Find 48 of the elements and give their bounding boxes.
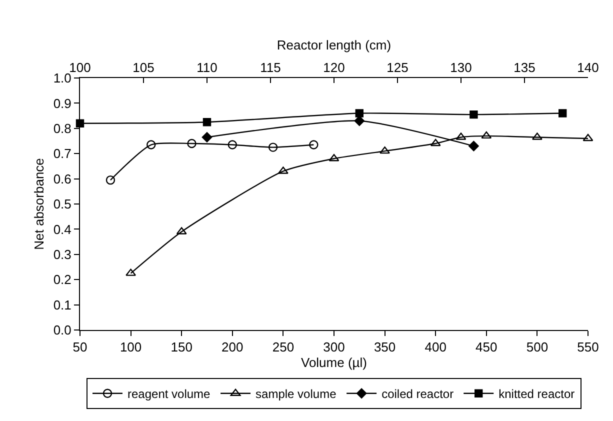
- x-tick-label: 500: [526, 340, 548, 355]
- x-tick-label: 300: [323, 340, 345, 355]
- x-tick-label: 350: [374, 340, 396, 355]
- x2-tick-label: 125: [386, 60, 408, 75]
- point: [582, 134, 594, 142]
- y-tick-label: 0.4: [53, 222, 72, 237]
- x-tick-label: 450: [476, 340, 498, 355]
- point: [106, 175, 116, 185]
- x-tick-label: 250: [272, 340, 294, 355]
- x-tick-label: 100: [120, 340, 142, 355]
- y-tick-label: 0.0: [53, 322, 72, 338]
- y-tick-label: 0.8: [53, 120, 72, 136]
- x2-axis-title: Reactor length (cm): [276, 38, 392, 53]
- legend-label: reagent volume: [128, 387, 211, 402]
- point: [309, 140, 318, 150]
- x-tick-label: 150: [170, 340, 192, 355]
- x-tick-label: 550: [577, 340, 599, 355]
- legend-label: sample volume: [256, 387, 337, 402]
- y-tick-label: 0.2: [53, 272, 72, 288]
- x-tick-label: 50: [72, 340, 88, 355]
- point: [146, 140, 156, 150]
- y-tick-label: 0.3: [53, 246, 72, 262]
- point: [481, 131, 492, 139]
- x2-tick-label: 115: [260, 60, 281, 75]
- point: [380, 146, 390, 154]
- legend-label: coiled reactor: [382, 387, 454, 402]
- point: [187, 138, 196, 148]
- x-tick-label: 400: [424, 340, 446, 355]
- x-axis-title: Volume (µl): [300, 355, 368, 370]
- y-tick-label: 0.1: [53, 297, 72, 312]
- y-tick-label: 0.5: [53, 196, 72, 212]
- y-tick-label: 0.9: [53, 96, 72, 111]
- x2-tick-label: 130: [450, 60, 472, 75]
- x-tick-label: 200: [222, 340, 244, 355]
- x2-tick-label: 135: [514, 60, 536, 75]
- x2-tick-label: 100: [69, 60, 91, 75]
- y-tick-label: 0.6: [53, 171, 72, 186]
- y-tick-label: 0.7: [53, 146, 72, 162]
- legend-label: knitted reactor: [498, 387, 575, 402]
- y-tick-label: 1.0: [53, 70, 72, 86]
- x2-tick-label: 120: [323, 60, 345, 75]
- y-axis-title: Net absorbance: [31, 158, 46, 250]
- point: [430, 138, 441, 146]
- x2-tick-label: 105: [132, 60, 154, 75]
- point: [268, 142, 278, 152]
- x2-tick-label: 110: [196, 60, 218, 75]
- x2-tick-label: 140: [577, 60, 599, 75]
- point: [228, 140, 237, 150]
